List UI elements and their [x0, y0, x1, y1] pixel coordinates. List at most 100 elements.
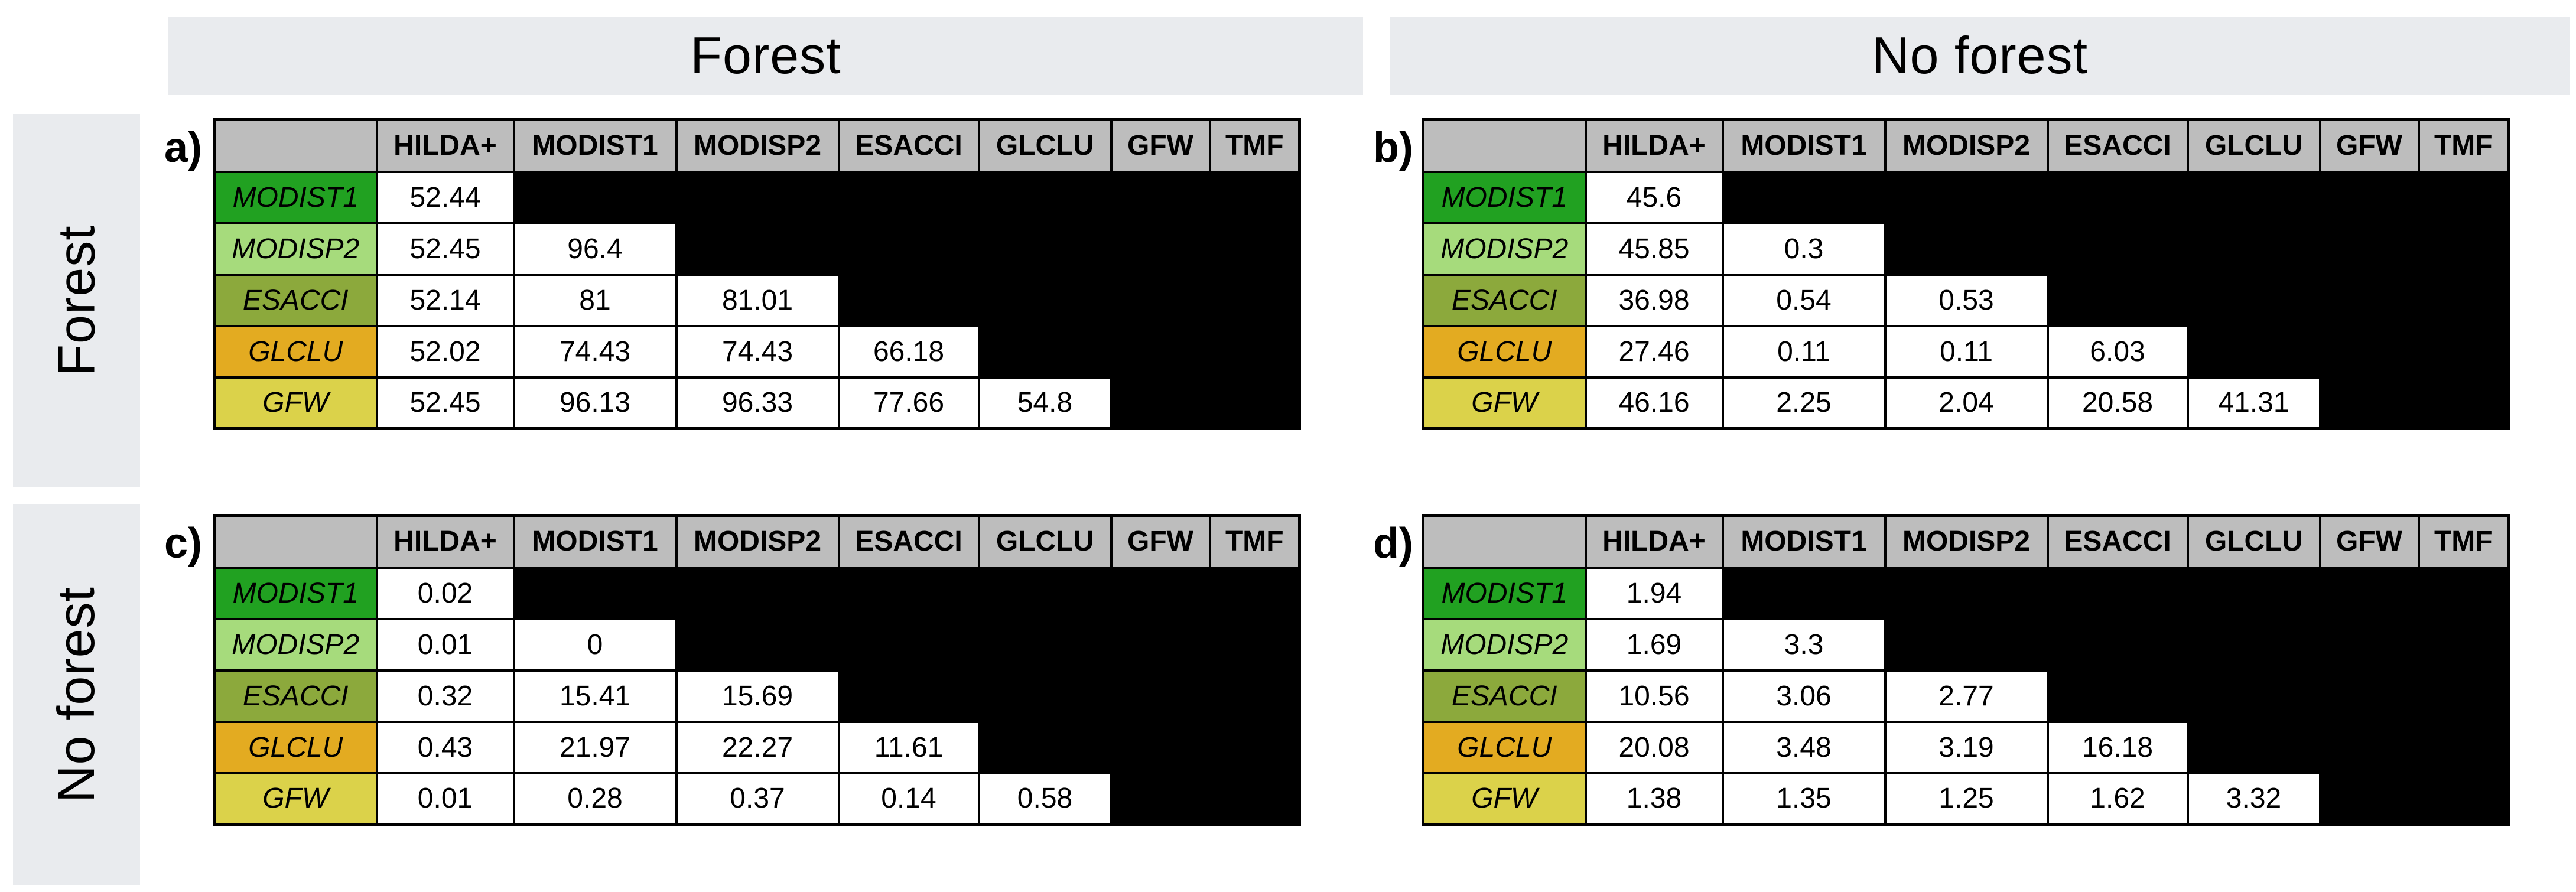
empty-cell [1110, 376, 1211, 430]
empty-cell [2046, 170, 2189, 224]
empty-cell [1110, 273, 1211, 327]
empty-cell [1110, 566, 1211, 620]
empty-cell [2417, 222, 2510, 276]
value-cell: 0.43 [375, 720, 515, 774]
row-label-modist1: MODIST1 [213, 170, 378, 224]
value-cell: 52.45 [375, 376, 515, 430]
empty-cell [1884, 617, 2049, 672]
empty-cell [2318, 170, 2420, 224]
value-cell: 11.61 [837, 720, 980, 774]
value-cell: 81.01 [675, 273, 840, 327]
value-cell: 0 [512, 617, 678, 672]
empty-cell [2318, 771, 2420, 826]
value-cell: 54.8 [977, 376, 1113, 430]
empty-cell [1110, 669, 1211, 723]
value-cell: 1.38 [1584, 771, 1724, 826]
row-label-modisp2: MODISP2 [1422, 617, 1587, 672]
value-cell: 15.69 [675, 669, 840, 723]
value-cell: 96.33 [675, 376, 840, 430]
empty-cell [675, 222, 840, 276]
empty-cell [977, 617, 1113, 672]
column-header-hilda+: HILDA+ [1584, 118, 1724, 173]
empty-cell [2417, 376, 2510, 430]
empty-cell [1110, 617, 1211, 672]
row-group-band-no-forest: No forest [13, 504, 140, 885]
matrix-table-slot-a: HILDA+ MODIST1 MODISP2 ESACCI GLCLU GFW TMF MOD… [213, 118, 1301, 430]
value-cell: 46.16 [1584, 376, 1724, 430]
value-cell: 3.19 [1884, 720, 2049, 774]
panel-letter: a) [164, 124, 203, 171]
column-header-tmf: TMF [1208, 514, 1301, 569]
empty-cell [2417, 170, 2510, 224]
empty-cell [837, 170, 980, 224]
column-group-label: Forest [690, 26, 841, 84]
column-header-gfw: GFW [1110, 118, 1211, 173]
empty-cell [837, 566, 980, 620]
value-cell: 2.25 [1721, 376, 1887, 430]
panel-a: a) HILDA+ MODIST1 MODISP2 ESACCI GLCLU GFW TMF… [164, 118, 1301, 430]
empty-cell [2186, 720, 2321, 774]
value-cell: 1.62 [2046, 771, 2189, 826]
column-group-band-no-forest: No forest [1390, 17, 2570, 95]
empty-cell [2417, 617, 2510, 672]
row-label-gfw: GFW [1422, 376, 1587, 430]
row-label-modist1: MODIST1 [1422, 566, 1587, 620]
value-cell: 0.58 [977, 771, 1113, 826]
matrix-table-d: HILDA+ MODIST1 MODISP2 ESACCI GLCLU GFW TMF MOD… [1422, 514, 2510, 826]
column-header-modisp2: MODISP2 [675, 118, 840, 173]
value-cell: 74.43 [512, 324, 678, 379]
value-cell: 0.14 [837, 771, 980, 826]
row-label-modist1: MODIST1 [213, 566, 378, 620]
empty-cell [1208, 376, 1301, 430]
empty-cell [512, 566, 678, 620]
row-label-modisp2: MODISP2 [213, 617, 378, 672]
empty-cell [2417, 720, 2510, 774]
value-cell: 2.04 [1884, 376, 2049, 430]
empty-cell [1208, 273, 1301, 327]
empty-cell [2186, 273, 2321, 327]
matrix-table-slot-c: HILDA+ MODIST1 MODISP2 ESACCI GLCLU GFW TMF MOD… [213, 514, 1301, 826]
empty-cell [675, 566, 840, 620]
empty-cell [837, 617, 980, 672]
value-cell: 45.6 [1584, 170, 1724, 224]
panel-c: c) HILDA+ MODIST1 MODISP2 ESACCI GLCLU GFW TMF… [164, 514, 1301, 826]
column-header-gfw: GFW [1110, 514, 1211, 569]
value-cell: 1.25 [1884, 771, 2049, 826]
column-header-esacci: ESACCI [2046, 118, 2189, 173]
value-cell: 0.01 [375, 771, 515, 826]
matrix-table-slot-d: HILDA+ MODIST1 MODISP2 ESACCI GLCLU GFW TMF MOD… [1422, 514, 2510, 826]
value-cell: 66.18 [837, 324, 980, 379]
value-cell: 36.98 [1584, 273, 1724, 327]
empty-cell [1208, 170, 1301, 224]
column-header-glclu: GLCLU [2186, 118, 2321, 173]
empty-cell [2417, 669, 2510, 723]
empty-cell [837, 669, 980, 723]
panel-letter: c) [164, 520, 203, 567]
empty-cell [2318, 669, 2420, 723]
value-cell: 45.85 [1584, 222, 1724, 276]
value-cell: 3.3 [1721, 617, 1887, 672]
empty-cell [1110, 222, 1211, 276]
matrix-table-a: HILDA+ MODIST1 MODISP2 ESACCI GLCLU GFW TMF MOD… [213, 118, 1301, 430]
row-label-modisp2: MODISP2 [1422, 222, 1587, 276]
empty-cell [2318, 617, 2420, 672]
column-group-band-forest: Forest [168, 17, 1363, 95]
empty-cell [2186, 222, 2321, 276]
empty-cell [2318, 566, 2420, 620]
empty-cell [977, 720, 1113, 774]
row-label-gfw: GFW [1422, 771, 1587, 826]
matrix-table-b: HILDA+ MODIST1 MODISP2 ESACCI GLCLU GFW TMF MOD… [1422, 118, 2510, 430]
empty-cell [2417, 771, 2510, 826]
column-header-modisp2: MODISP2 [1884, 118, 2049, 173]
empty-cell [1721, 566, 1887, 620]
empty-cell [977, 324, 1113, 379]
column-header-hilda+: HILDA+ [375, 514, 515, 569]
empty-cell [2046, 273, 2189, 327]
corner-cell [1422, 118, 1587, 173]
column-group-label: No forest [1871, 26, 2089, 84]
empty-cell [1208, 669, 1301, 723]
value-cell: 1.94 [1584, 566, 1724, 620]
value-cell: 0.3 [1721, 222, 1887, 276]
value-cell: 0.11 [1884, 324, 2049, 379]
